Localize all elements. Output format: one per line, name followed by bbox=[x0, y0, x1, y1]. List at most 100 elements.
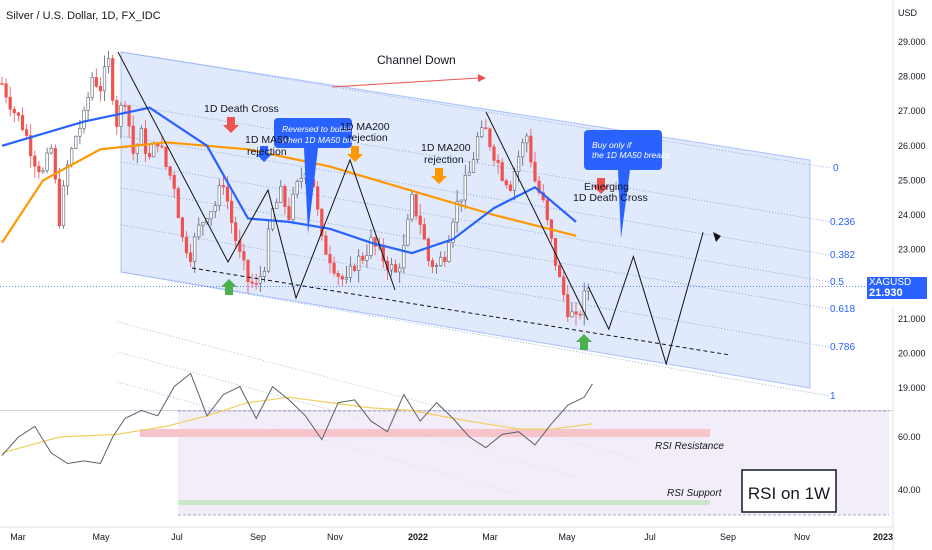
candle-down bbox=[189, 252, 193, 262]
candle-down bbox=[488, 128, 492, 148]
candle-down bbox=[143, 128, 148, 154]
candle-down bbox=[578, 313, 582, 316]
chart-title: Silver / U.S. Dollar, 1D, FX_IDC bbox=[6, 10, 161, 22]
candle-down bbox=[340, 276, 344, 280]
candle-down bbox=[24, 129, 29, 136]
candle-down bbox=[537, 180, 541, 193]
orange-down-arrow bbox=[431, 168, 447, 184]
candle-up bbox=[291, 193, 295, 220]
fib-label: 0 bbox=[833, 163, 839, 174]
candle-down bbox=[574, 311, 578, 315]
candle-up bbox=[475, 136, 480, 160]
candle-down bbox=[352, 265, 357, 271]
candle-up bbox=[258, 276, 262, 284]
candle-up bbox=[102, 66, 107, 92]
ma200-rejection-label: rejection bbox=[348, 132, 388, 144]
green-up-arrow bbox=[221, 279, 237, 295]
time-tick-label: Sep bbox=[250, 532, 266, 542]
candle-down bbox=[529, 135, 533, 163]
candle-down bbox=[500, 162, 504, 181]
candle-down bbox=[221, 185, 226, 188]
time-tick-label: Sep bbox=[720, 532, 736, 542]
fib-extension-line bbox=[117, 381, 521, 496]
candle-up bbox=[197, 224, 201, 238]
price-tick-label: 28.000 bbox=[898, 72, 926, 82]
candle-down bbox=[393, 264, 398, 273]
candle-up bbox=[119, 105, 123, 127]
candle-down bbox=[33, 155, 37, 167]
time-tick-label: Nov bbox=[794, 532, 811, 542]
reversed-callout-bubble bbox=[274, 118, 352, 234]
candle-down bbox=[111, 58, 115, 101]
candle-down bbox=[422, 224, 426, 240]
red-down-arrow bbox=[593, 178, 609, 194]
rsi-panel: RSI Resistance RSI Support RSI on 1W 60.00 4… bbox=[0, 372, 921, 516]
rsi-tick-label: 40.00 bbox=[898, 485, 921, 495]
candle-up bbox=[447, 242, 451, 263]
candle-down bbox=[361, 255, 365, 261]
candle-up bbox=[295, 181, 299, 195]
candle-down bbox=[373, 237, 377, 247]
candle-down bbox=[328, 254, 332, 264]
candle-down bbox=[172, 175, 176, 189]
candle-up bbox=[455, 201, 459, 223]
fib-label: 0.5 bbox=[830, 277, 844, 288]
candle-down bbox=[287, 206, 291, 220]
candle-down bbox=[0, 83, 4, 85]
candle-up bbox=[344, 277, 349, 280]
rsi-resistance-label: RSI Resistance bbox=[655, 441, 724, 452]
price-tick-label: 26.000 bbox=[898, 141, 926, 151]
candle-down bbox=[557, 265, 562, 278]
ma200-rejection-label: rejection bbox=[424, 154, 464, 166]
candle-up bbox=[398, 267, 402, 273]
candle-down bbox=[53, 148, 57, 180]
fib-label: 0.382 bbox=[830, 250, 855, 261]
candle-down bbox=[324, 235, 328, 255]
reversed-callout-text: Reversed to bullish bbox=[282, 124, 355, 134]
price-tick-label: 24.000 bbox=[898, 210, 926, 220]
candle-down bbox=[545, 199, 549, 221]
candle-up bbox=[86, 97, 90, 111]
candle-down bbox=[98, 86, 102, 92]
orange-down-arrow bbox=[347, 146, 363, 162]
blue-down-arrow bbox=[256, 146, 272, 162]
candle-down bbox=[316, 186, 320, 210]
time-tick-label: 2023 bbox=[873, 532, 893, 542]
candle-down bbox=[533, 161, 537, 182]
last-price-tag: XAGUSD 21.930 03:38:14 bbox=[867, 277, 927, 310]
panel-separator bbox=[0, 410, 893, 411]
rsi-resistance-zone bbox=[140, 429, 710, 437]
candle-up bbox=[471, 159, 476, 173]
candle-down bbox=[484, 127, 488, 130]
candle-down bbox=[332, 262, 336, 274]
candle-up bbox=[266, 228, 271, 272]
candle-down bbox=[176, 188, 180, 219]
ma50-rejection-label: rejection bbox=[247, 146, 287, 158]
candle-down bbox=[123, 105, 127, 107]
reversed-callout-text: when 1D MA50 breaks bbox=[282, 135, 369, 145]
green-up-arrow bbox=[576, 334, 592, 350]
candle-up bbox=[299, 178, 303, 182]
buy-callout-text: the 1D MA50 breaks bbox=[592, 150, 670, 160]
candle-up bbox=[209, 211, 213, 220]
candle-up bbox=[279, 185, 283, 203]
candle-down bbox=[164, 146, 168, 167]
time-tick-label: Nov bbox=[327, 532, 344, 542]
red-down-arrow bbox=[223, 117, 239, 133]
candle-down bbox=[283, 185, 287, 207]
time-tick-label: Jul bbox=[171, 532, 183, 542]
candle-up bbox=[570, 311, 574, 318]
candle-up bbox=[45, 152, 49, 171]
candle-up bbox=[369, 237, 373, 256]
projection-arrowhead bbox=[713, 232, 721, 242]
candle-up bbox=[41, 170, 45, 173]
fib-label: 0.236 bbox=[830, 217, 855, 228]
candle-up bbox=[365, 255, 369, 261]
candle-down bbox=[4, 83, 8, 98]
candle-up bbox=[107, 58, 111, 68]
candle-down bbox=[242, 251, 246, 261]
candle-up bbox=[213, 205, 217, 212]
candle-up bbox=[451, 221, 455, 243]
